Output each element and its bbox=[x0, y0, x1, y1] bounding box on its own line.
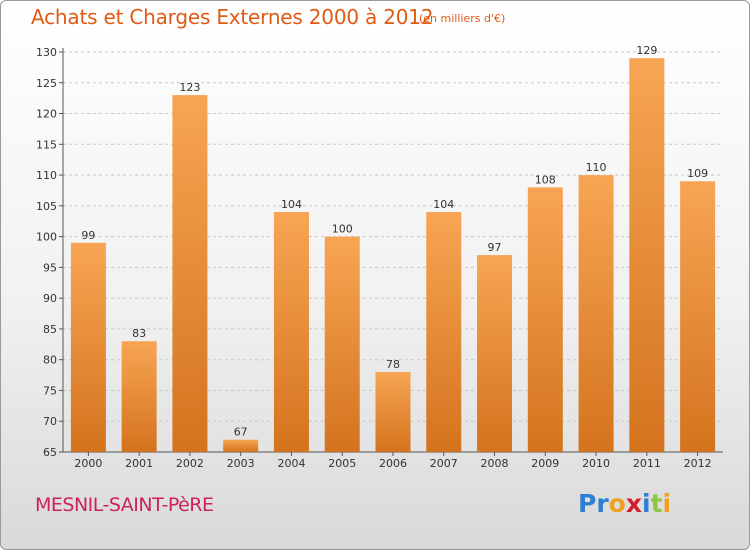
y-tick-label: 75 bbox=[43, 384, 57, 397]
x-tick-label: 2008 bbox=[481, 457, 509, 470]
x-tick-label: 2006 bbox=[379, 457, 407, 470]
bar-2000 bbox=[70, 242, 106, 452]
value-label: 78 bbox=[386, 358, 400, 371]
value-label: 97 bbox=[488, 241, 502, 254]
x-tick-label: 2002 bbox=[176, 457, 204, 470]
value-label: 67 bbox=[234, 426, 248, 439]
x-tick-label: 2000 bbox=[74, 457, 102, 470]
y-tick-label: 80 bbox=[43, 354, 57, 367]
y-tick-label: 130 bbox=[36, 46, 57, 59]
value-label: 99 bbox=[81, 229, 95, 242]
y-tick-label: 90 bbox=[43, 292, 57, 305]
bar-2008 bbox=[477, 255, 513, 452]
value-label: 104 bbox=[281, 198, 302, 211]
logo-letter: i bbox=[662, 489, 672, 518]
bar-2011 bbox=[629, 58, 665, 453]
x-tick-label: 2003 bbox=[227, 457, 255, 470]
y-tick-label: 100 bbox=[36, 231, 57, 244]
y-tick-label: 120 bbox=[36, 108, 57, 121]
bar-2007 bbox=[426, 212, 462, 452]
bar-2012 bbox=[680, 181, 716, 452]
logo-letter: o bbox=[608, 489, 626, 518]
value-label: 104 bbox=[433, 198, 454, 211]
y-tick-label: 115 bbox=[36, 138, 57, 151]
logo-letter: t bbox=[650, 489, 663, 518]
chart-title: Achats et Charges Externes 2000 à 2012 bbox=[31, 5, 434, 29]
y-tick-label: 125 bbox=[36, 77, 57, 90]
logo-letter: r bbox=[596, 489, 609, 518]
x-tick-label: 2005 bbox=[328, 457, 356, 470]
bar-2003 bbox=[223, 439, 259, 452]
value-label: 83 bbox=[132, 327, 146, 340]
x-tick-label: 2004 bbox=[277, 457, 305, 470]
logo-letter: x bbox=[625, 489, 642, 518]
x-tick-label: 2012 bbox=[684, 457, 712, 470]
value-label: 123 bbox=[179, 81, 200, 94]
bar-2001 bbox=[121, 341, 157, 452]
y-tick-label: 65 bbox=[43, 446, 57, 459]
y-tick-label: 105 bbox=[36, 200, 57, 213]
bar-2004 bbox=[273, 212, 309, 452]
bar-2010 bbox=[578, 175, 614, 453]
bar-2002 bbox=[172, 95, 208, 453]
value-label: 109 bbox=[687, 167, 708, 180]
bar-2006 bbox=[375, 372, 411, 452]
value-label: 108 bbox=[535, 173, 556, 186]
x-tick-label: 2009 bbox=[531, 457, 559, 470]
x-tick-label: 2010 bbox=[582, 457, 610, 470]
axes: 65 70 75 80 85 90 95 100 105 110 115 120 125 130 2000 2… bbox=[36, 46, 723, 470]
logo-letter: P bbox=[578, 489, 597, 518]
x-tick-label: 2011 bbox=[633, 457, 661, 470]
y-tick-label: 110 bbox=[36, 169, 57, 182]
value-label: 110 bbox=[586, 161, 607, 174]
y-tick-label: 70 bbox=[43, 415, 57, 428]
proxiti-logo[interactable]: Proxiti bbox=[578, 489, 671, 518]
value-label: 100 bbox=[332, 223, 353, 236]
bars bbox=[70, 58, 716, 453]
bar-2005 bbox=[324, 236, 360, 452]
bar-2009 bbox=[527, 187, 563, 452]
value-labels: 99 83 123 67 104 100 78 104 97 108 110 129 109 bbox=[81, 44, 708, 439]
y-tick-label: 95 bbox=[43, 261, 57, 274]
value-label: 129 bbox=[636, 44, 657, 57]
y-tick-label: 85 bbox=[43, 323, 57, 336]
x-tick-label: 2007 bbox=[430, 457, 458, 470]
logo-letter: i bbox=[642, 489, 651, 518]
city-name: MESNIL-SAINT-PèRE bbox=[35, 494, 214, 516]
x-tick-label: 2001 bbox=[125, 457, 153, 470]
chart-subtitle: (en milliers d'€) bbox=[419, 12, 506, 25]
